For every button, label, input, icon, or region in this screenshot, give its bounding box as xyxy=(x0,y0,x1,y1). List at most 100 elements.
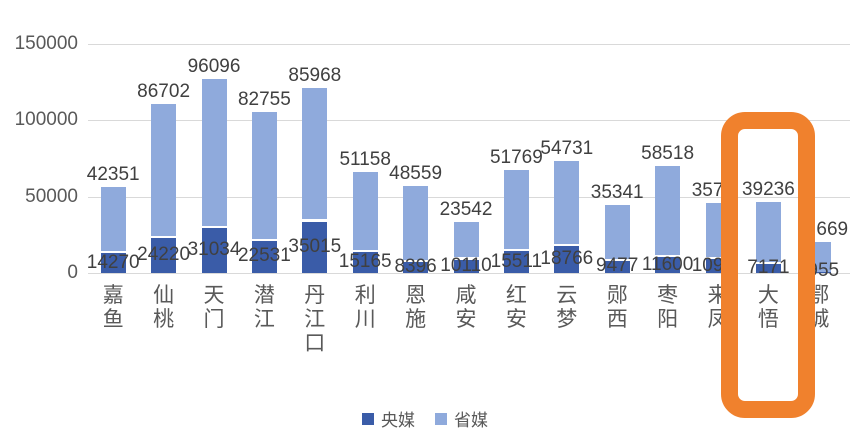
bar-label-yangmei: 9477 xyxy=(596,255,639,277)
category-label-char: 安 xyxy=(455,308,477,331)
y-tick-label: 0 xyxy=(67,262,78,283)
bar-segment-yangmei xyxy=(806,271,832,273)
y-tick-label: 150000 xyxy=(14,33,78,54)
bar-segment-yangmei xyxy=(100,251,126,273)
category-label-char: 桃 xyxy=(153,308,175,331)
bar-segment-shengmei xyxy=(503,170,529,250)
bar-segment-shengmei xyxy=(604,204,630,259)
category-label: 郧西 xyxy=(604,284,630,332)
category-label-char: 川 xyxy=(354,308,376,331)
bar-label-shengmei: 51769 xyxy=(489,147,543,169)
category-label-char: 嘉 xyxy=(102,284,124,307)
bar-label-shengmei: 357 xyxy=(691,179,724,201)
category-label: 红安 xyxy=(503,284,529,332)
gridline xyxy=(88,44,850,45)
category-label: 咸安 xyxy=(453,284,479,332)
bar-label-yangmei: 24220 xyxy=(137,244,191,265)
bar-segment-shengmei xyxy=(100,186,126,252)
legend-item-shengmei: 省媒 xyxy=(435,406,488,431)
bar-label-shengmei: 54731 xyxy=(540,137,594,159)
category-label: 利川 xyxy=(352,284,378,332)
bar-segment-shengmei xyxy=(403,186,429,261)
bar-segment-yangmei xyxy=(604,258,630,273)
bar-label-shengmei: 51158 xyxy=(339,148,391,170)
bar-label-yangmei: 11600 xyxy=(641,253,694,275)
bar-segment-shengmei xyxy=(201,78,227,226)
category-label-char: 西 xyxy=(606,308,628,331)
legend-swatch-yangmei-icon xyxy=(362,412,374,425)
bar-segment-yangmei xyxy=(655,255,681,273)
bar-segment-yangmei xyxy=(503,249,529,273)
category-label: 嘉鱼 xyxy=(100,284,126,332)
bar-segment-yangmei xyxy=(755,262,781,273)
legend-label-shengmei: 省媒 xyxy=(454,411,488,430)
bar-label-yangmei: 109 xyxy=(691,254,724,276)
bar-label-shengmei: 23542 xyxy=(439,198,493,220)
bar-segment-shengmei xyxy=(302,88,328,220)
bar-label-shengmei: 35341 xyxy=(590,181,644,203)
bar-label-yangmei: 35015 xyxy=(288,235,342,257)
category-label-char: 恩 xyxy=(405,284,427,307)
highlight-box xyxy=(721,112,816,418)
bar-label-yangmei: 14270 xyxy=(86,251,140,273)
legend-swatch-shengmei-icon xyxy=(435,412,447,425)
bar-label-yangmei: 7171 xyxy=(747,257,790,278)
category-label-char: 云 xyxy=(556,284,578,307)
bar-segment-yangmei xyxy=(251,238,277,273)
bar-segment-shengmei xyxy=(655,166,681,256)
category-label-char: 枣 xyxy=(657,284,679,307)
category-label-char: 江 xyxy=(304,308,326,331)
bar-label-shengmei: 82755 xyxy=(237,89,291,111)
y-tick-label: 50000 xyxy=(25,185,78,207)
category-label: 云梦 xyxy=(554,284,580,332)
gridline xyxy=(88,196,850,198)
category-label-char: 天 xyxy=(203,284,225,307)
bar-label-shengmei: 39236 xyxy=(741,179,795,201)
bar-segment-shengmei xyxy=(554,160,580,245)
bar-label-shengmei: 669 xyxy=(816,218,849,240)
bar-label-yangmei: 955 xyxy=(807,260,840,282)
bar-segment-shengmei xyxy=(453,221,479,258)
bar-segment-yangmei xyxy=(151,236,177,273)
bar-label-yangmei: 31034 xyxy=(187,238,241,260)
category-label: 天门 xyxy=(201,284,227,332)
category-label-char: 大 xyxy=(757,284,779,307)
bar-segment-yangmei xyxy=(554,244,580,273)
bar-label-shengmei: 58518 xyxy=(641,143,695,164)
bar-label-yangmei: 10110 xyxy=(440,254,492,276)
y-tick-label: 100000 xyxy=(14,109,78,131)
category-label-char: 潜 xyxy=(253,284,275,307)
legend-label-yangmei: 央媒 xyxy=(381,411,415,430)
bar-segment-shengmei xyxy=(755,202,781,263)
gridline xyxy=(88,120,850,122)
category-label-char: 安 xyxy=(505,308,527,331)
bar-label-yangmei: 22531 xyxy=(237,245,291,267)
category-label-char: 鱼 xyxy=(102,308,124,331)
legend-item-yangmei: 央媒 xyxy=(362,406,415,431)
category-label: 枣阳 xyxy=(655,284,681,332)
category-label-char: 江 xyxy=(253,308,275,331)
category-label-char: 梦 xyxy=(556,308,578,331)
category-label: 恩施 xyxy=(403,284,429,332)
category-label-char: 丹 xyxy=(304,284,326,307)
category-label: 大悟 xyxy=(755,284,781,332)
bar-label-yangmei: 15511 xyxy=(490,250,543,272)
bar-segment-shengmei xyxy=(251,112,277,239)
bar-label-yangmei: 8396 xyxy=(394,256,437,278)
gridline xyxy=(88,273,850,274)
bar-label-shengmei: 85968 xyxy=(288,65,342,87)
bar-segment-yangmei xyxy=(201,225,227,273)
bar-segment-yangmei xyxy=(403,260,429,273)
category-label-char: 红 xyxy=(505,284,527,307)
bar-segment-shengmei xyxy=(151,103,177,237)
bar-label-shengmei: 48559 xyxy=(389,163,443,184)
category-label-char: 仙 xyxy=(153,284,175,307)
category-label: 丹江口 xyxy=(302,284,328,356)
bar-segment-yangmei xyxy=(302,219,328,273)
category-label-char: 阳 xyxy=(657,308,679,331)
category-label-char: 悟 xyxy=(757,308,779,331)
category-label-char: 口 xyxy=(304,332,326,355)
bar-label-shengmei: 86702 xyxy=(137,80,191,102)
bar-segment-yangmei xyxy=(352,249,378,273)
